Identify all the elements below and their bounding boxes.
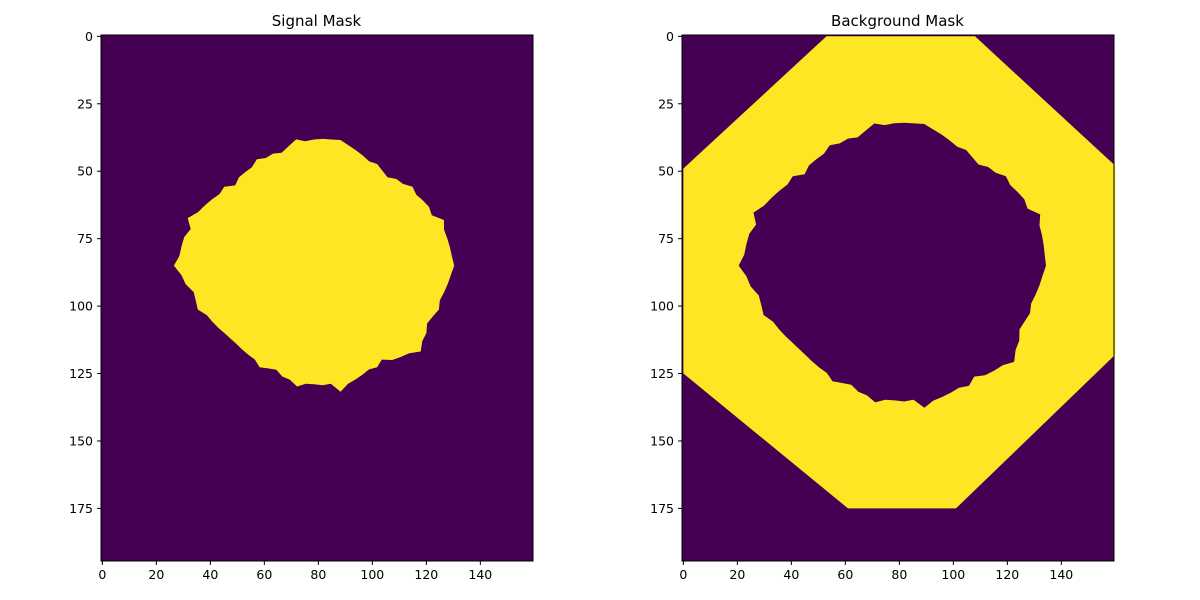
x-tick-label: 20 [729,567,745,582]
x-tick-label: 100 [941,567,965,582]
signal-mask-panel: Signal Mask 0 20 40 60 80 100 120 140 0 25 50 75 10… [69,12,534,582]
x-tick-label: 100 [360,567,384,582]
x-tick-label: 40 [783,567,799,582]
background-mask-panel: Background Mask 0 20 40 60 80 100 120 140 0 25 50… [650,12,1116,582]
y-tick-label: 0 [85,29,93,44]
x-tick-label: 20 [148,567,164,582]
y-tick-label: 75 [77,231,93,246]
y-tick-label: 125 [650,366,674,381]
y-tick-label: 100 [69,299,93,314]
x-tick-label: 80 [891,567,907,582]
x-tick-label: 140 [468,567,492,582]
y-tick-label: 0 [666,29,674,44]
x-tick-label: 0 [679,567,687,582]
y-tick-label: 25 [77,96,93,111]
y-tick-label: 150 [69,433,93,448]
background-mask-region [683,36,1116,509]
y-tick-label: 75 [658,231,674,246]
y-tick-label: 175 [69,501,93,516]
x-tick-label: 120 [995,567,1019,582]
signal-mask-y-axis: 0 25 50 75 100 125 150 175 [69,29,101,516]
x-tick-label: 120 [414,567,438,582]
y-tick-label: 25 [658,96,674,111]
signal-mask-image [101,35,533,561]
x-tick-label: 140 [1049,567,1073,582]
y-tick-label: 100 [650,299,674,314]
y-tick-label: 50 [77,164,93,179]
background-mask-axes-frame [681,34,1115,562]
y-tick-label: 125 [69,366,93,381]
y-tick-label: 150 [650,433,674,448]
background-mask-y-axis: 0 25 50 75 100 125 150 175 [650,29,682,516]
x-tick-label: 60 [837,567,853,582]
x-tick-label: 40 [202,567,218,582]
signal-mask-axes-frame [100,34,534,562]
x-tick-label: 80 [310,567,326,582]
signal-mask-region [173,138,455,392]
y-tick-label: 175 [650,501,674,516]
background-mask-x-axis: 0 20 40 60 80 100 120 140 [679,561,1073,582]
y-tick-label: 50 [658,164,674,179]
background-mask-title: Background Mask [831,12,964,30]
signal-mask-x-axis: 0 20 40 60 80 100 120 140 [98,561,492,582]
x-tick-label: 60 [256,567,272,582]
signal-mask-title: Signal Mask [272,12,362,30]
x-tick-label: 0 [98,567,106,582]
background-mask-image [682,35,1116,561]
